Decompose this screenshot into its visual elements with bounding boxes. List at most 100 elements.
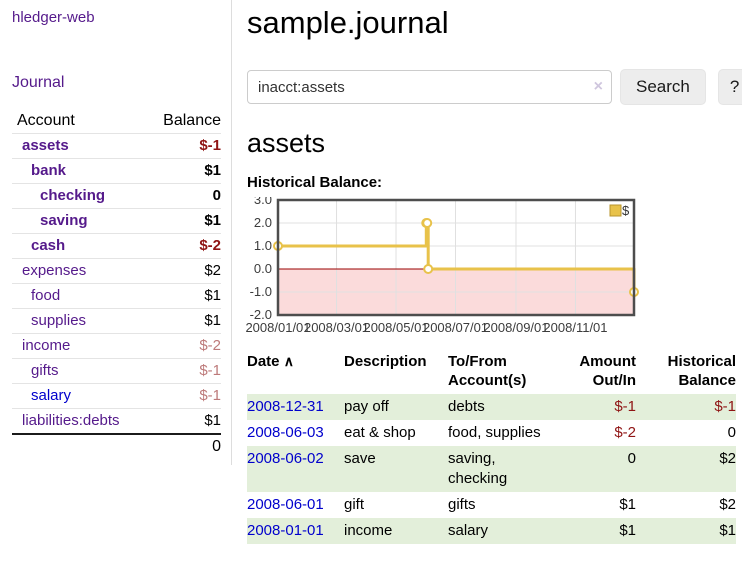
account-balance: $-1 bbox=[143, 133, 221, 159]
transaction-accounts: food, supplies bbox=[448, 424, 541, 441]
account-row-expenses: expenses $2 bbox=[12, 258, 221, 284]
journal-title: sample.journal bbox=[247, 5, 449, 40]
transaction-accounts: debts bbox=[448, 398, 485, 415]
account-row-liabilities-debts: liabilities:debts $1 bbox=[12, 408, 221, 435]
register-row: 2008-01-01 income salary $1 $1 bbox=[247, 518, 736, 544]
svg-text:2008/03/01: 2008/03/01 bbox=[304, 320, 369, 335]
chart-svg: $3.0 2.0 1.0 0.0 -1.0 -2.02008/01/012008/03/0… bbox=[245, 197, 639, 335]
transaction-amount: 0 bbox=[627, 450, 636, 467]
search-form: × Search ? bbox=[247, 69, 742, 105]
account-link-bank[interactable]: bank bbox=[31, 162, 67, 179]
account-link-supplies[interactable]: supplies bbox=[31, 312, 87, 329]
historical-balance-chart: $3.0 2.0 1.0 0.0 -1.0 -2.0 2008/01/01 2008/03/0… bbox=[242, 197, 742, 339]
account-row-bank: bank $1 bbox=[12, 158, 221, 184]
search-input-wrap: × bbox=[247, 70, 612, 104]
account-balance: $1 bbox=[143, 308, 221, 334]
transaction-balance: $2 bbox=[719, 450, 736, 467]
account-row-supplies: supplies $1 bbox=[12, 308, 221, 334]
svg-text:2008/09/01: 2008/09/01 bbox=[483, 320, 548, 335]
svg-text:2008/05/01: 2008/05/01 bbox=[363, 320, 428, 335]
svg-text:0.0: 0.0 bbox=[254, 261, 272, 276]
svg-text:3.0: 3.0 bbox=[254, 197, 272, 207]
account-balance: $-1 bbox=[143, 358, 221, 384]
search-button[interactable]: Search bbox=[620, 69, 706, 105]
account-heading: assets bbox=[247, 128, 326, 158]
transaction-description: income bbox=[344, 522, 393, 539]
account-balance: $-2 bbox=[143, 333, 221, 359]
account-link-liabilities-debts[interactable]: liabilities:debts bbox=[22, 412, 120, 429]
register-row: 2008-06-01 gift gifts $1 $2 bbox=[247, 492, 736, 518]
account-link-expenses[interactable]: expenses bbox=[22, 262, 87, 279]
account-link-income[interactable]: income bbox=[22, 337, 71, 354]
account-row-saving: saving $1 bbox=[12, 208, 221, 234]
col-account: To/From Account(s) bbox=[448, 353, 527, 389]
register-table: Date ∧ Description To/From Account(s) Am… bbox=[247, 348, 736, 544]
transaction-accounts: salary bbox=[448, 522, 489, 539]
transaction-date-link[interactable]: 2008-01-01 bbox=[247, 522, 324, 539]
transaction-date-link[interactable]: 2008-06-03 bbox=[247, 424, 324, 441]
register-row: 2008-06-03 eat & shop food, supplies $-2… bbox=[247, 420, 736, 446]
account-link-cash[interactable]: cash bbox=[31, 237, 66, 254]
svg-text:-1.0: -1.0 bbox=[250, 284, 272, 299]
svg-text:2008/07/01: 2008/07/01 bbox=[423, 320, 488, 335]
account-balance: $-1 bbox=[143, 383, 221, 409]
accounts-col-account: Account bbox=[12, 109, 144, 134]
account-row-checking: checking 0 bbox=[12, 183, 221, 209]
svg-text:2.0: 2.0 bbox=[254, 215, 272, 230]
transaction-amount: $-1 bbox=[614, 398, 636, 415]
page: hledger-web Journal Account Balance asse… bbox=[0, 0, 742, 544]
svg-text:2008/11/01: 2008/11/01 bbox=[543, 320, 607, 335]
account-row-food: food $1 bbox=[12, 283, 221, 309]
col-amount: Amount Out/In bbox=[579, 353, 636, 389]
chart-title: Historical Balance: bbox=[247, 174, 383, 191]
transaction-description: pay off bbox=[344, 398, 389, 415]
help-button[interactable]: ? bbox=[717, 69, 742, 105]
account-link-assets[interactable]: assets bbox=[22, 137, 69, 154]
col-balance: Historical Balance bbox=[667, 353, 736, 389]
transaction-amount: $1 bbox=[619, 522, 636, 539]
sidebar: hledger-web Journal Account Balance asse… bbox=[0, 0, 232, 465]
transaction-amount: $-2 bbox=[614, 424, 636, 441]
clear-search-icon[interactable]: × bbox=[593, 78, 603, 95]
transaction-date-link[interactable]: 2008-06-02 bbox=[247, 450, 324, 467]
sort-ascending-icon: ∧ bbox=[283, 353, 294, 369]
register-row: 2008-12-31 pay off debts $-1 $-1 bbox=[247, 394, 736, 420]
main-content: sample.journal × Search ? assets Histori… bbox=[232, 0, 742, 544]
transaction-description: save bbox=[344, 450, 376, 467]
account-link-saving[interactable]: saving bbox=[40, 212, 88, 229]
transaction-accounts: gifts bbox=[448, 496, 476, 513]
col-date-sortable[interactable]: Date ∧ bbox=[247, 353, 294, 370]
account-link-gifts[interactable]: gifts bbox=[31, 362, 59, 379]
transaction-date-link[interactable]: 2008-12-31 bbox=[247, 398, 324, 415]
account-balance: $2 bbox=[143, 258, 221, 284]
svg-text:1.0: 1.0 bbox=[254, 238, 272, 253]
account-row-gifts: gifts $-1 bbox=[12, 358, 221, 384]
svg-text:2008/01/01: 2008/01/01 bbox=[245, 320, 310, 335]
svg-text:$: $ bbox=[622, 203, 630, 218]
app-title-link[interactable]: hledger-web bbox=[12, 9, 95, 26]
accounts-table: Account Balance assets $-1 bank $1 check… bbox=[12, 109, 221, 459]
search-input[interactable] bbox=[247, 70, 612, 104]
sidebar-item-journal[interactable]: Journal bbox=[12, 74, 65, 91]
account-row-salary: salary $-1 bbox=[12, 383, 221, 409]
account-row-assets: assets $-1 bbox=[12, 133, 221, 159]
transaction-balance: $1 bbox=[719, 522, 736, 539]
account-link-checking[interactable]: checking bbox=[40, 187, 106, 204]
transaction-balance: 0 bbox=[727, 424, 736, 441]
transaction-balance: $-1 bbox=[714, 398, 736, 415]
transaction-date-link[interactable]: 2008-06-01 bbox=[247, 496, 324, 513]
col-description: Description bbox=[344, 353, 427, 370]
account-row-income: income $-2 bbox=[12, 333, 221, 359]
account-balance: $1 bbox=[143, 283, 221, 309]
accounts-header-row: Account Balance bbox=[12, 109, 221, 134]
transaction-description: gift bbox=[344, 496, 365, 513]
svg-text:-2.0: -2.0 bbox=[250, 307, 272, 322]
account-link-salary[interactable]: salary bbox=[31, 387, 72, 404]
account-link-food[interactable]: food bbox=[31, 287, 61, 304]
register-header-row: Date ∧ Description To/From Account(s) Am… bbox=[247, 348, 736, 394]
account-balance: $1 bbox=[143, 208, 221, 234]
transaction-amount: $1 bbox=[619, 496, 636, 513]
transaction-description: eat & shop bbox=[344, 424, 416, 441]
accounts-total-row: 0 bbox=[12, 433, 221, 459]
account-balance: $-2 bbox=[143, 233, 221, 259]
